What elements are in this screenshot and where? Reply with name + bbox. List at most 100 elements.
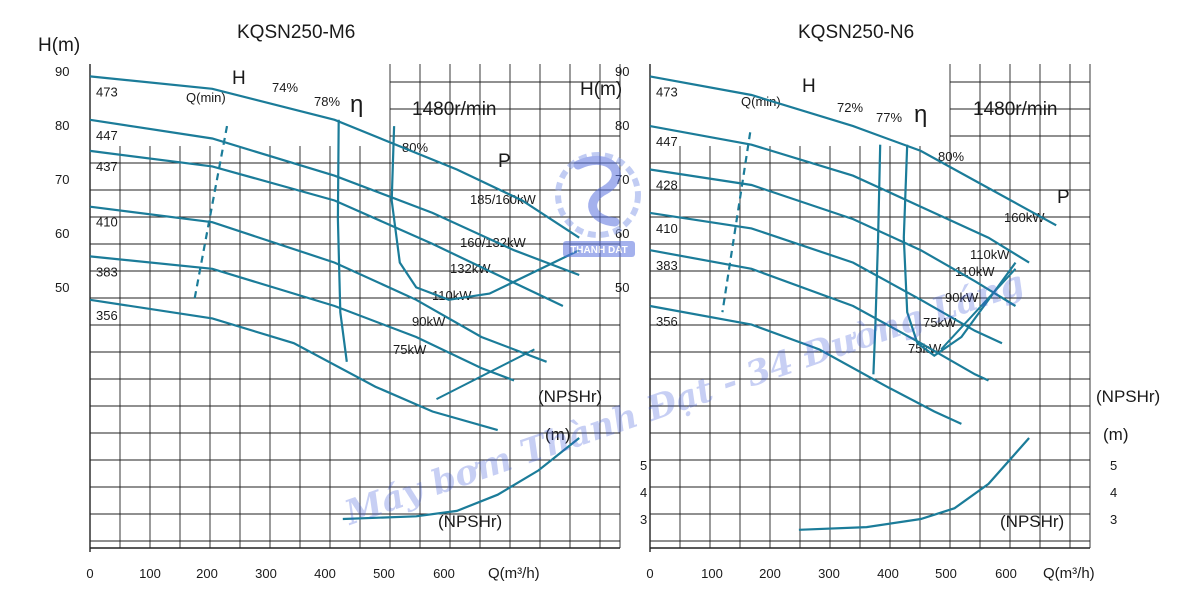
motor-power-line [940, 268, 1017, 351]
head-curve [89, 75, 580, 239]
power-label-1: 160kW [1004, 210, 1045, 225]
head-label: H [802, 76, 816, 97]
x-tick-label: 200 [196, 566, 218, 581]
x-tick-label: 500 [373, 566, 395, 581]
npsh-curve-label: (NPSHr) [438, 512, 502, 531]
x-tick-label: 400 [314, 566, 336, 581]
y-tick-label: 70 [55, 172, 69, 187]
min-flow-line [721, 132, 752, 313]
y-axis-label: H(m) [38, 35, 80, 56]
x-axis-label: Q(m³/h) [488, 565, 540, 582]
y-tick-label: 80 [55, 118, 69, 133]
x-tick-label: 100 [701, 566, 723, 581]
npsh-curve [342, 437, 580, 521]
npsh-unit-label: (m) [1103, 425, 1128, 444]
watermark-text: Máy bơm Thành Đạt - 34 Đường Láng [339, 263, 1029, 534]
watermark: THANH DAT [555, 152, 641, 257]
diameter-label: 473 [96, 84, 118, 99]
power-label-4: 90kW [945, 290, 979, 305]
npsh-unit-label: (m) [545, 425, 570, 444]
y-tick-label: 60 [55, 226, 69, 241]
npsh-tick-label: 4 [1110, 485, 1117, 500]
head-curve [649, 211, 1003, 345]
watermark-logo-banner [563, 241, 635, 257]
head-curve [649, 249, 989, 382]
power-label-3: 132kW [450, 261, 491, 276]
x-tick-label: 400 [877, 566, 899, 581]
efficiency-label-80: 80% [938, 149, 964, 164]
chart-kqsn250-n6: KQSN250-N6 H(m) 1480r/min Q(m³/h) (NPSHr… [580, 22, 1160, 582]
y-axis-label: H(m) [580, 79, 622, 100]
diameter-label: 356 [96, 308, 118, 323]
x-tick-label: 200 [759, 566, 781, 581]
y-tick-label: 80 [615, 118, 629, 133]
speed-label: 1480r/min [412, 99, 497, 120]
npsh-tick-label: 3 [1110, 512, 1117, 527]
min-flow-label: Q(min) [186, 90, 226, 105]
x-axis-label: Q(m³/h) [1043, 565, 1095, 582]
power-label-5: 90kW [412, 314, 446, 329]
head-label: H [232, 68, 246, 89]
efficiency-label-78: 78% [314, 94, 340, 109]
diameter-label: 383 [96, 264, 118, 279]
watermark-swirl-icon [573, 155, 621, 227]
head-curve [89, 118, 580, 277]
efficiency-curve [872, 144, 882, 375]
x-tick-label: 500 [935, 566, 957, 581]
watermark-logo-text: THANH DAT [570, 245, 628, 256]
speed-label: 1480r/min [973, 99, 1058, 120]
efficiency-label-74: 74% [272, 80, 298, 95]
diameter-label: 437 [96, 159, 118, 174]
power-label-2: 110kW [970, 247, 1010, 262]
power-label: P [498, 151, 511, 172]
grid [89, 64, 621, 552]
power-label-6: 75kW [393, 342, 427, 357]
watermark-logo-icon [555, 152, 641, 238]
chart-title: KQSN250-N6 [798, 22, 914, 43]
efficiency-curve [336, 119, 348, 362]
npsh-axis-label: (NPSHr) [538, 387, 602, 406]
x-tick-label: 100 [139, 566, 161, 581]
efficiency-label-77: 77% [876, 110, 902, 125]
efficiency-curve [390, 126, 580, 301]
head-curve [89, 205, 547, 363]
head-curve [649, 75, 1057, 227]
y-tick-label: 50 [55, 280, 69, 295]
diameter-label: 447 [656, 134, 678, 149]
power-label: P [1057, 187, 1070, 208]
diameter-label: 383 [656, 258, 678, 273]
x-tick-label: 300 [818, 566, 840, 581]
y-tick-label: 90 [615, 64, 629, 79]
npsh-tick-label: 5 [1110, 458, 1117, 473]
npsh-axis-label: (NPSHr) [1096, 387, 1160, 406]
min-flow-label: Q(min) [741, 94, 781, 109]
x-tick-label: 600 [433, 566, 455, 581]
npsh-curve-label: (NPSHr) [1000, 512, 1064, 531]
eta-label: η [914, 101, 927, 128]
npsh-tick-label: 3 [640, 512, 647, 527]
efficiency-label-80: 80% [402, 140, 428, 155]
chart-title: KQSN250-M6 [237, 22, 355, 43]
head-curve [89, 255, 515, 382]
diameter-label: 428 [656, 177, 678, 192]
efficiency-curve [902, 144, 1017, 357]
diameter-label: 473 [656, 84, 678, 99]
grid [649, 64, 1091, 552]
head-curve [89, 149, 564, 307]
x-tick-label: 600 [995, 566, 1017, 581]
chart-kqsn250-m6: KQSN250-M6 H(m) 1480r/min Q(m³/h) (NPSHr… [38, 22, 647, 582]
eta-label: η [350, 91, 363, 118]
head-curve [649, 125, 1030, 264]
npsh-curve [798, 437, 1030, 531]
npsh-tick-label: 5 [640, 458, 647, 473]
motor-power-line [436, 348, 535, 400]
head-curve [649, 304, 962, 425]
x-tick-label: 300 [255, 566, 277, 581]
diameter-label: 410 [96, 215, 118, 230]
diameter-label: 356 [656, 314, 678, 329]
head-curve [89, 298, 499, 432]
y-tick-label: 50 [615, 280, 629, 295]
power-label-1: 185/160kW [470, 192, 536, 207]
head-curve [649, 168, 1017, 307]
